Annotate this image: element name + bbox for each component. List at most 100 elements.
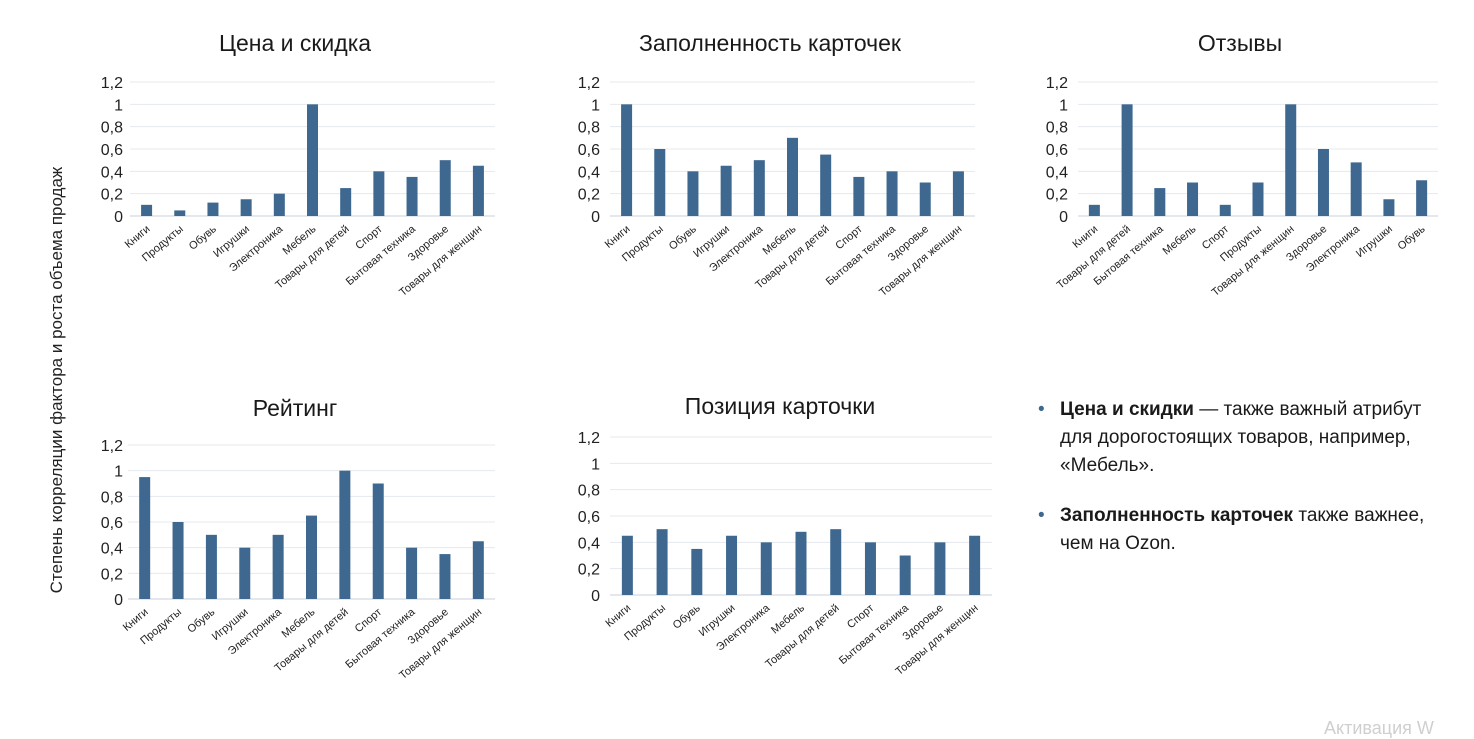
bullet-icon: •	[1038, 399, 1045, 420]
x-tick-label: Обувь	[1396, 223, 1428, 253]
bar	[1252, 182, 1264, 216]
bar	[830, 529, 842, 595]
y-tick-label: 0,6	[578, 142, 600, 159]
bar	[141, 204, 153, 216]
chart-price-discount: Цена и скидка 0 0,2 0,4 0,6 0,8 1 1,2 Книги Прод…	[90, 30, 500, 320]
y-tick-label: 0,4	[1046, 164, 1068, 181]
chart-rating: Рейтинг 0 0,2 0,4 0,6 0,8 1 1,2 Книги Продукты Об…	[90, 395, 500, 725]
note-text: также важнее, чем на Ozon.	[1060, 505, 1425, 554]
y-tick-label: 0,8	[578, 120, 600, 137]
chart-title: Рейтинг	[252, 395, 338, 421]
y-tick-label: 0,2	[578, 562, 600, 579]
y-tick-label: 0,4	[578, 164, 600, 181]
bar	[726, 535, 738, 595]
bar	[472, 541, 484, 599]
bar	[273, 193, 285, 216]
bar	[172, 522, 184, 599]
x-tick-label: Книги	[121, 606, 151, 634]
y-tick-label: 1,2	[578, 75, 600, 92]
bar	[969, 535, 981, 595]
y-axis-label: Степень корреляции фактора и роста объем…	[47, 166, 66, 594]
bar	[952, 171, 964, 216]
bar	[720, 165, 732, 216]
bullet-icon: •	[1038, 505, 1045, 526]
bar	[1187, 182, 1199, 216]
y-tick-label: 0,2	[101, 187, 123, 204]
bar	[1219, 204, 1231, 216]
bar	[1317, 149, 1329, 216]
chart-title: Заполненность карточек	[639, 30, 901, 56]
y-tick-label: 0,2	[1046, 187, 1068, 204]
bar	[439, 160, 451, 216]
bar	[373, 171, 385, 216]
bar	[174, 210, 186, 216]
x-tick-label: Спорт	[845, 602, 876, 631]
y-tick-label: 1,2	[1046, 75, 1068, 92]
y-tick-label: 0	[591, 588, 600, 605]
y-tick-label: 1,2	[101, 438, 123, 455]
bar	[656, 529, 668, 595]
y-tick-label: 0	[1059, 209, 1068, 226]
y-tick-label: 1	[114, 464, 123, 481]
bar	[372, 483, 384, 599]
y-tick-label: 0,8	[101, 120, 123, 137]
bar	[1416, 180, 1428, 216]
bar	[307, 104, 318, 216]
note-item: • Цена и скидки — также важный атрибут д…	[1036, 396, 1456, 480]
x-tick-label: Книги	[123, 223, 153, 251]
bar	[406, 176, 418, 216]
y-tick-label: 0,2	[578, 187, 600, 204]
x-tick-label: Книги	[604, 602, 634, 630]
x-tick-label: Обувь	[671, 602, 703, 632]
y-tick-label: 0	[114, 592, 123, 609]
bar	[654, 149, 666, 216]
bar	[853, 176, 865, 216]
chart-title: Цена и скидка	[218, 30, 372, 56]
chart-card-completeness: Заполненность карточек 0 0,2 0,4 0,6 0,8 1 1,2…	[560, 30, 980, 320]
y-tick-label: 1	[591, 456, 600, 473]
bar	[205, 534, 217, 599]
bar	[340, 188, 352, 216]
note-bold: Цена и скидки	[1060, 399, 1194, 420]
bar	[406, 547, 418, 599]
bar	[472, 165, 484, 216]
y-tick-label: 0,4	[101, 541, 123, 558]
watermark: Активация W	[1324, 718, 1434, 738]
y-tick-label: 0,6	[101, 142, 123, 159]
y-tick-label: 1,2	[578, 430, 600, 447]
x-tick-label: Игрушки	[1354, 223, 1395, 260]
y-tick-label: 0,8	[578, 483, 600, 500]
bar	[239, 547, 251, 599]
note-bold: Заполненность карточек	[1060, 505, 1294, 526]
chart-card-position: Позиция карточки 0 0,2 0,4 0,6 0,8 1 1,2 Книги П…	[560, 393, 1000, 713]
y-tick-label: 0,2	[101, 566, 123, 583]
bar	[1350, 162, 1362, 216]
y-tick-label: 1,2	[101, 75, 123, 92]
y-tick-label: 0	[591, 209, 600, 226]
bar	[820, 154, 832, 216]
bar	[1285, 104, 1297, 216]
bar	[1154, 188, 1166, 216]
bar	[207, 202, 219, 216]
bar	[306, 515, 317, 599]
y-tick-label: 1	[1059, 97, 1068, 114]
x-tick-label: Книги	[603, 223, 633, 251]
bar	[919, 182, 931, 216]
y-tick-label: 0,4	[101, 164, 123, 181]
note-text: — также важный атрибут для дорогостоящих…	[1060, 399, 1422, 476]
y-tick-label: 0,8	[101, 489, 123, 506]
bar	[934, 542, 946, 595]
chart-title: Позиция карточки	[684, 393, 876, 419]
bar	[621, 104, 633, 216]
bar	[795, 531, 807, 595]
bar	[760, 542, 772, 595]
y-tick-label: 0	[114, 209, 123, 226]
x-tick-label: Мебель	[1161, 223, 1199, 258]
bar	[240, 199, 252, 216]
y-tick-label: 0,6	[1046, 142, 1068, 159]
notes-list: • Цена и скидки — также важный атрибут д…	[1036, 396, 1456, 580]
